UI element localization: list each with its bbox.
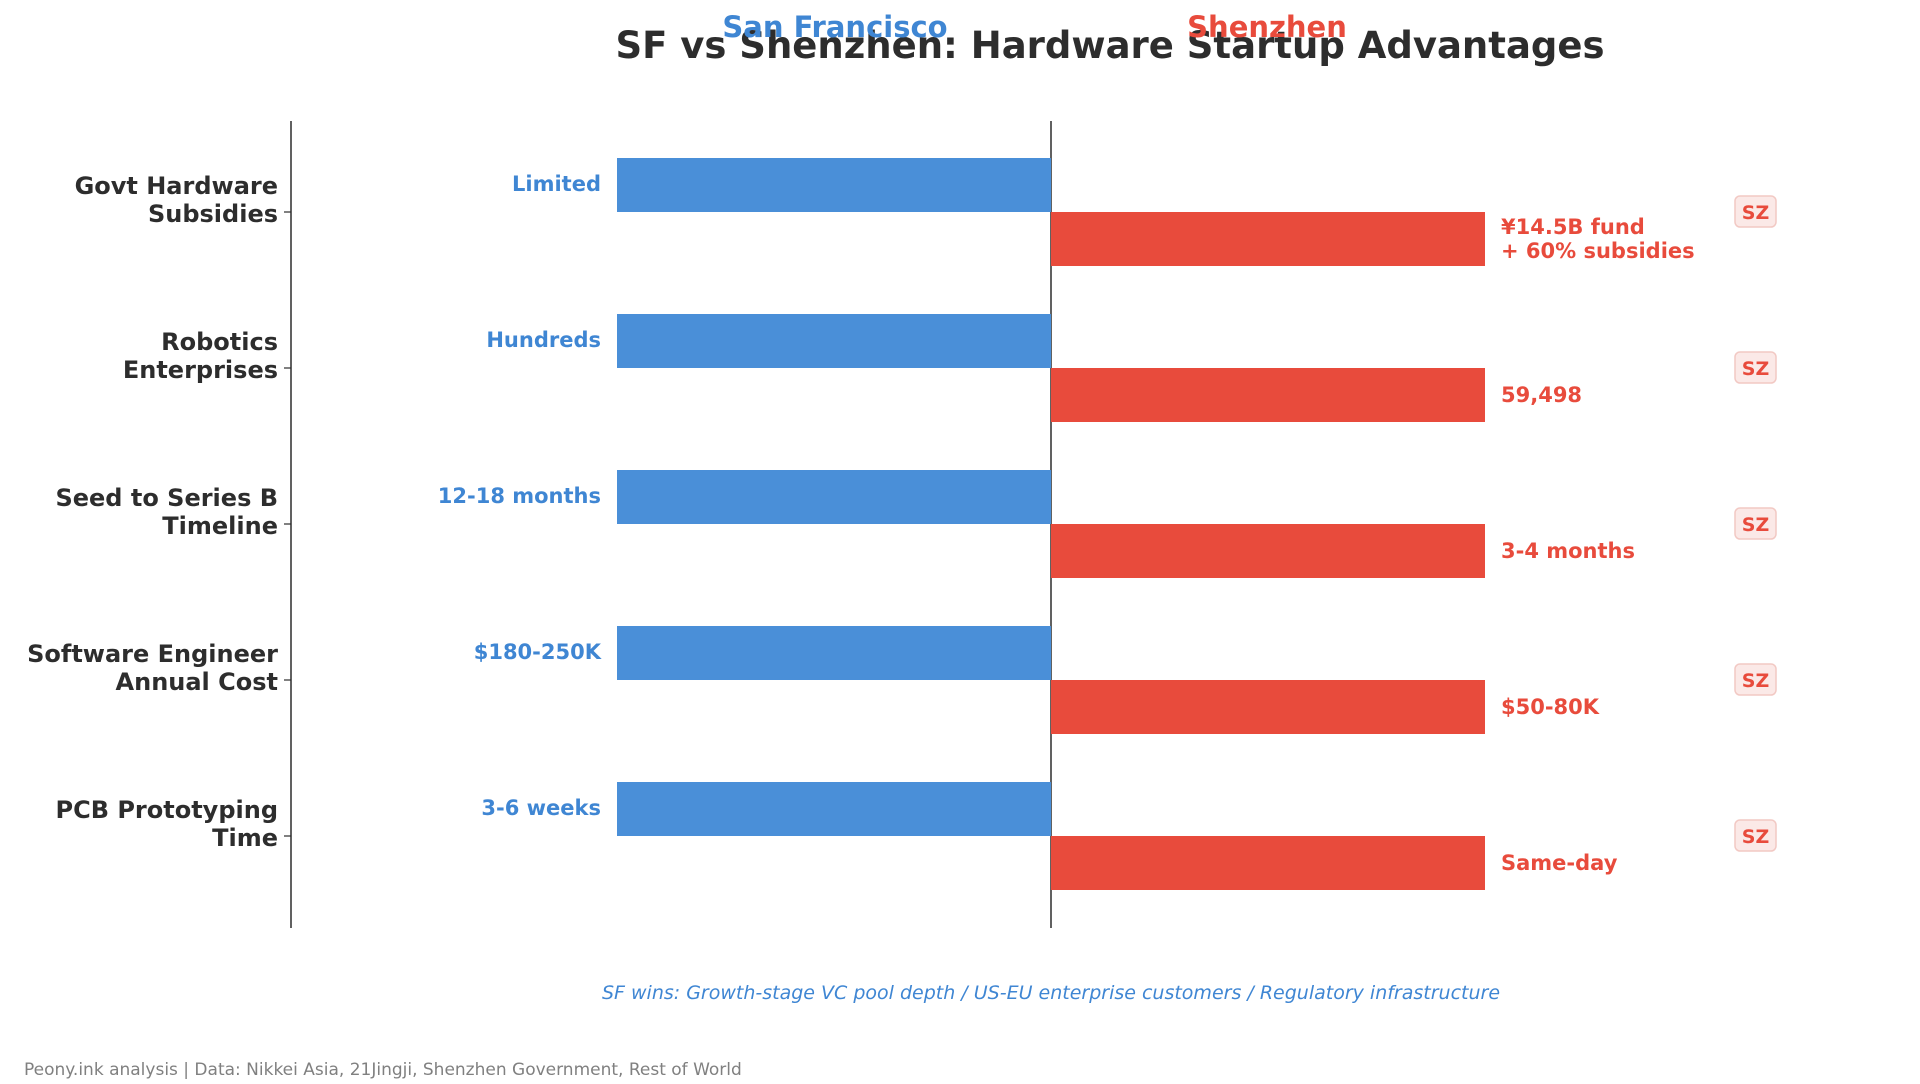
category-label: Robotics Enterprises [123,328,278,384]
sz-value-label: Same-day [1501,851,1618,875]
chart-title: SF vs Shenzhen: Hardware Startup Advanta… [615,24,1604,67]
sz-bar [1051,212,1485,266]
sf-value-label: $180-250K [474,640,602,664]
category-label: Seed to Series B Timeline [55,484,278,540]
sz-bar [1051,680,1485,734]
sf-bar [617,626,1051,680]
winner-badge-label: SZ [1742,202,1769,224]
winner-badge-label: SZ [1742,670,1769,692]
sf-value-label: Limited [512,172,601,196]
sz-bar [1051,524,1485,578]
winner-badge [1734,819,1777,852]
legend-sz-heading: Shenzhen [1187,10,1347,44]
sf-bar [617,782,1051,836]
sf-value-label: 12-18 months [438,484,601,508]
winner-badge [1734,507,1777,540]
category-label: Software Engineer Annual Cost [27,640,278,696]
sf-value-label: Hundreds [486,328,601,352]
winner-badge-label: SZ [1742,358,1769,380]
footnote: SF wins: Growth-stage VC pool depth / US… [602,982,1500,1004]
sz-value-label: 3-4 months [1501,539,1635,563]
sz-bar [1051,368,1485,422]
sf-bar [617,314,1051,368]
winner-badge [1734,663,1777,696]
sf-value-label: 3-6 weeks [481,796,601,820]
source-line: Peony.ink analysis | Data: Nikkei Asia, … [24,1060,742,1080]
sf-bar [617,470,1051,524]
winner-badge-label: SZ [1742,514,1769,536]
category-label: Govt Hardware Subsidies [75,172,278,228]
winner-badge [1734,351,1777,384]
sz-bar [1051,836,1485,890]
sf-bar [617,158,1051,212]
legend-sf-heading: San Francisco [722,10,947,44]
category-label: PCB Prototyping Time [55,796,278,852]
sz-value-label: ¥14.5B fund + 60% subsidies [1501,215,1695,263]
winner-badge-label: SZ [1742,826,1769,848]
sz-value-label: 59,498 [1501,383,1582,407]
sz-value-label: $50-80K [1501,695,1600,719]
winner-badge [1734,195,1777,228]
